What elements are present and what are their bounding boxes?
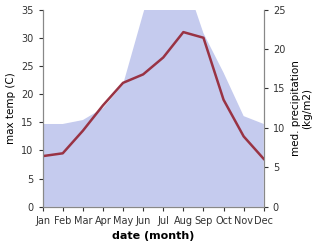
Y-axis label: med. precipitation
(kg/m2): med. precipitation (kg/m2): [291, 60, 313, 156]
Y-axis label: max temp (C): max temp (C): [5, 72, 16, 144]
X-axis label: date (month): date (month): [112, 231, 194, 242]
